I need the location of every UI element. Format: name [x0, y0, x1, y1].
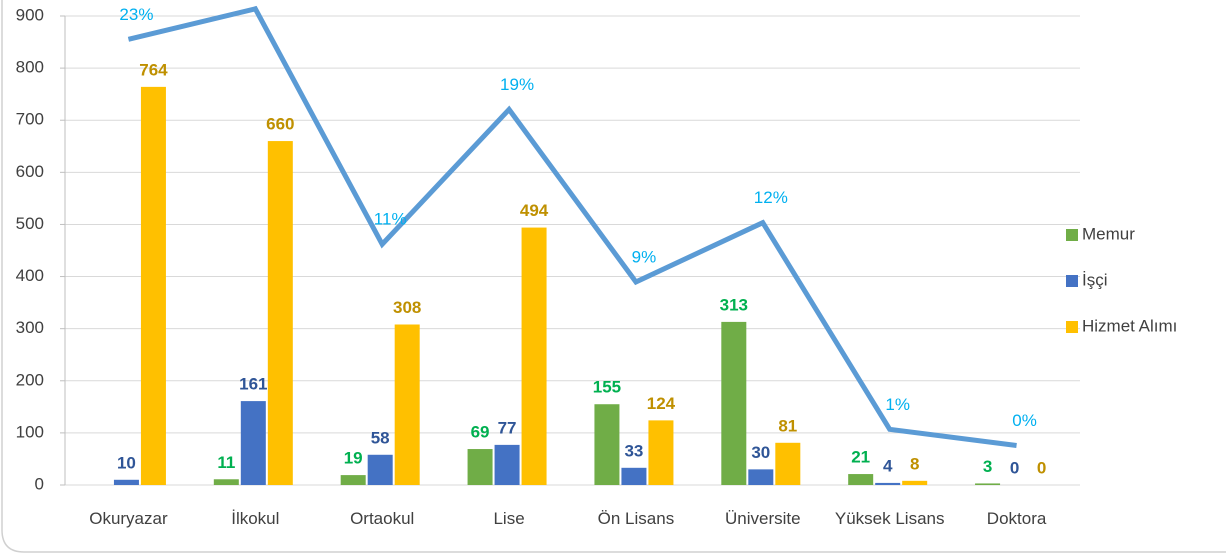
y-tick-label: 0: [35, 474, 44, 493]
data-label: 69: [471, 423, 490, 442]
data-label: 10: [117, 453, 136, 472]
bar: [140, 86, 166, 486]
data-label: 21: [851, 448, 870, 467]
data-label: 33: [624, 441, 643, 460]
x-tick-label: Doktora: [986, 509, 1047, 528]
bar: [240, 401, 266, 485]
legend-swatch: [1066, 321, 1078, 333]
legend-swatch: [1066, 275, 1078, 287]
x-tick-label: Ortaokul: [350, 509, 415, 528]
x-tick-label: İlkokul: [231, 509, 280, 528]
bar: [213, 479, 239, 485]
y-tick-label: 900: [16, 5, 44, 24]
bar: [648, 420, 674, 485]
y-tick-label: 200: [16, 370, 44, 389]
bar: [748, 469, 774, 485]
percent-label: 11%: [374, 210, 407, 229]
data-label: 161: [239, 375, 267, 394]
data-label: 155: [593, 378, 621, 397]
legend-swatch: [1066, 229, 1078, 241]
y-tick-label: 700: [16, 110, 44, 129]
data-label: 494: [520, 201, 549, 220]
bar: [340, 475, 366, 485]
data-label: 3: [983, 457, 992, 476]
data-label: 308: [393, 298, 421, 317]
y-tick-label: 800: [16, 58, 44, 77]
percent-label: 23%: [119, 5, 153, 24]
data-label: 124: [647, 394, 676, 413]
data-label: 0: [1010, 458, 1019, 477]
x-tick-label: Okuryazar: [89, 509, 168, 528]
bar: [621, 467, 647, 485]
data-label: 77: [498, 418, 517, 437]
percent-label: 12%: [754, 188, 788, 207]
bar: [113, 479, 139, 485]
bar: [902, 480, 928, 485]
bar: [394, 324, 420, 485]
data-label: 8: [910, 454, 919, 473]
percent-label: 0%: [1012, 411, 1037, 430]
bar: [367, 454, 393, 485]
data-label: 81: [778, 416, 797, 435]
percent-label: 1%: [885, 395, 910, 414]
bar: [775, 442, 801, 485]
percent-label: 19%: [500, 75, 534, 94]
bar: [494, 444, 520, 485]
bar: [975, 483, 1001, 485]
bar: [267, 141, 293, 486]
data-label: 30: [751, 443, 770, 462]
y-tick-label: 400: [16, 266, 44, 285]
bar: [521, 227, 547, 485]
x-tick-label: Lise: [493, 509, 525, 528]
bar: [848, 474, 874, 485]
legend-label: İşçi: [1082, 270, 1108, 289]
data-label: 660: [266, 115, 294, 134]
x-tick-label: Yüksek Lisans: [834, 509, 945, 528]
y-tick-label: 100: [16, 422, 44, 441]
bar: [875, 482, 901, 485]
percent-label: 9%: [632, 247, 657, 266]
data-label: 58: [371, 428, 390, 447]
legend-label: Hizmet Alımı: [1082, 316, 1177, 335]
data-label: 4: [883, 456, 893, 475]
data-label: 764: [139, 60, 168, 79]
data-label: 11: [217, 453, 235, 472]
legend-label: Memur: [1082, 224, 1135, 243]
line: [127, 5, 1017, 448]
data-label: 313: [720, 295, 748, 314]
data-label: 19: [344, 449, 363, 468]
bar: [594, 404, 620, 485]
x-tick-label: Ön Lisans: [597, 509, 675, 528]
y-tick-label: 600: [16, 162, 44, 181]
bar: [721, 321, 747, 485]
y-tick-label: 500: [16, 214, 44, 233]
y-tick-label: 300: [16, 318, 44, 337]
data-label: 0: [1037, 458, 1046, 477]
bar: [467, 449, 493, 485]
x-tick-label: Üniversite: [725, 509, 801, 528]
